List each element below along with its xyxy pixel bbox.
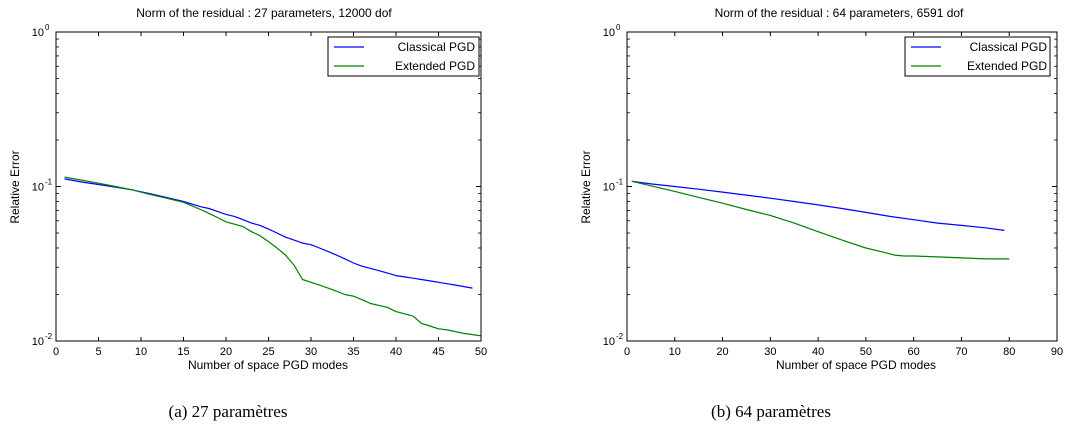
chart-title: Norm of the residual : 64 parameters, 65… <box>715 6 964 20</box>
series-line-classical-pgd <box>631 180 1005 231</box>
x-tick-label: 40 <box>390 346 402 358</box>
y-tick-label: 10 <box>603 336 615 348</box>
y-axis-label: Relative Error <box>8 150 22 223</box>
figure-caption: (b) 64 paramètres <box>711 402 831 421</box>
x-tick-label: 10 <box>669 346 681 358</box>
y-axis-label: Relative Error <box>579 150 593 223</box>
x-tick-label: 5 <box>95 346 101 358</box>
x-tick-label: 45 <box>432 346 444 358</box>
chart-panel-b: Norm of the residual : 64 parameters, 65… <box>579 6 1063 421</box>
y-tick-label: 10 <box>32 182 44 194</box>
x-axis-label: Number of space PGD modes <box>776 358 936 372</box>
x-tick-label: 25 <box>262 346 274 358</box>
x-axis-label: Number of space PGD modes <box>188 358 348 372</box>
y-tick-exponent: -2 <box>45 332 53 341</box>
y-tick-exponent: 0 <box>616 23 621 32</box>
legend-label-classical: Classical PGD <box>970 40 1048 54</box>
x-tick-label: 80 <box>1003 346 1015 358</box>
legend-label-extended: Extended PGD <box>967 59 1047 73</box>
y-tick-exponent: -1 <box>45 178 53 187</box>
y-tick-label: 10 <box>603 27 615 39</box>
series-layer <box>631 180 1010 260</box>
x-tick-label: 35 <box>347 346 359 358</box>
x-tick-label: 90 <box>1051 346 1063 358</box>
y-tick-exponent: 0 <box>45 23 50 32</box>
chart-panel-a: Norm of the residual : 27 parameters, 12… <box>8 6 487 421</box>
series-line-classical-pgd <box>64 178 473 289</box>
x-tick-label: 10 <box>135 346 147 358</box>
x-tick-label: 50 <box>475 346 487 358</box>
plot-frame <box>626 31 1058 342</box>
x-tick-label: 30 <box>305 346 317 358</box>
plot-frame <box>55 31 482 342</box>
legend-box <box>904 36 1051 77</box>
x-tick-label: 0 <box>624 346 630 358</box>
x-tick-label: 0 <box>53 346 59 358</box>
legend: Classical PGD Extended PGD <box>904 36 1051 77</box>
x-tick-label: 60 <box>908 346 920 358</box>
y-tick-label: 10 <box>32 27 44 39</box>
x-tick-label: 30 <box>764 346 776 358</box>
series-line-extended-pgd <box>64 176 482 337</box>
figure-caption: (a) 27 paramètres <box>169 402 288 421</box>
legend-label-extended: Extended PGD <box>395 59 475 73</box>
y-tick-exponent: -2 <box>616 332 624 341</box>
series-line-extended-pgd <box>631 180 1010 260</box>
legend-box <box>327 36 480 77</box>
x-tick-label: 15 <box>177 346 189 358</box>
legend-label-classical: Classical PGD <box>398 40 476 54</box>
y-tick-exponent: -1 <box>616 178 624 187</box>
x-tick-label: 70 <box>955 346 967 358</box>
y-tick-label: 10 <box>603 182 615 194</box>
chart-title: Norm of the residual : 27 parameters, 12… <box>136 6 392 20</box>
y-tick-label: 10 <box>32 336 44 348</box>
x-tick-label: 40 <box>812 346 824 358</box>
x-tick-label: 50 <box>860 346 872 358</box>
x-tick-label: 20 <box>220 346 232 358</box>
x-tick-label: 20 <box>716 346 728 358</box>
series-layer <box>64 176 482 337</box>
legend: Classical PGD Extended PGD <box>327 36 480 77</box>
